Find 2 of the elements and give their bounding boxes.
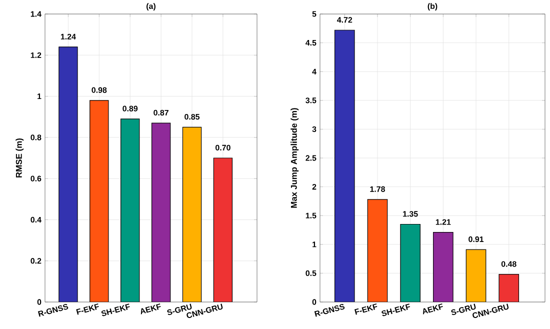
y-axis-title: RMSE (m)	[16, 138, 24, 178]
y-axis-title: Max Jump Amplitude (m)	[290, 108, 299, 208]
